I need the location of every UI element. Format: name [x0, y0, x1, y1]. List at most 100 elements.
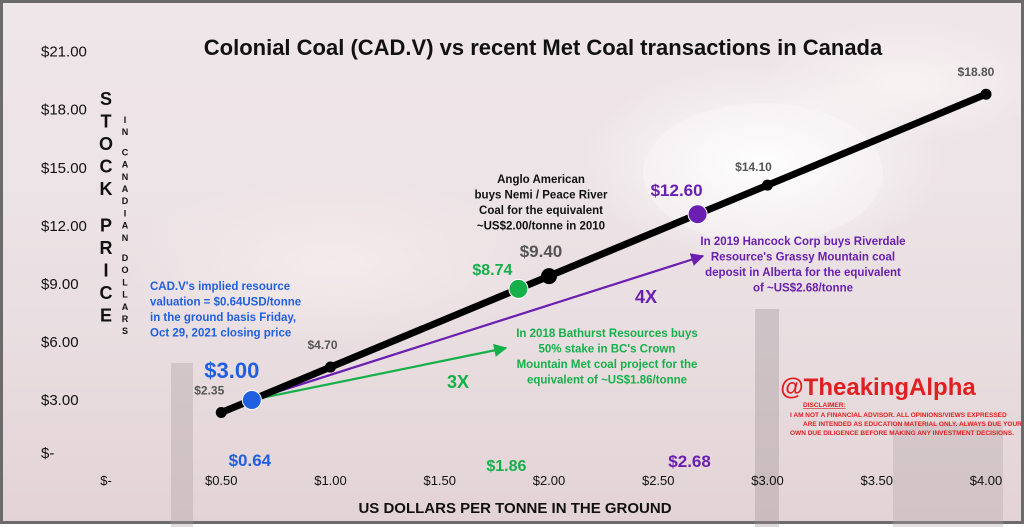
- highlight-point: [241, 389, 262, 410]
- point-value-label: $4.70: [307, 338, 337, 352]
- y-tick-label: $18.00: [41, 102, 87, 119]
- multiple-3x-label: 3X: [447, 372, 469, 392]
- annotation-hancock-line: In 2019 Hancock Corp buys Riverdale: [700, 236, 905, 248]
- y-axis-label-letter: L: [122, 277, 128, 287]
- highlight-point: [687, 204, 708, 225]
- point-value-label: $2.35: [194, 384, 224, 398]
- data-point: [325, 361, 336, 373]
- x-axis-label: US DOLLARS PER TONNE IN THE GROUND: [358, 500, 671, 517]
- annotation-anglo-line: Anglo American: [497, 174, 585, 186]
- smokestack-left: [171, 363, 193, 527]
- y-axis-label-letter: I: [124, 115, 127, 125]
- y-axis-label-letter: C: [100, 283, 113, 303]
- data-point: [762, 179, 773, 191]
- y-axis-label-letter: S: [122, 326, 128, 336]
- y-axis-label-letter: L: [122, 290, 128, 300]
- annotation-bathurst-line: In 2018 Bathurst Resources buys: [516, 328, 698, 340]
- annotation-cad-line: CAD.V's implied resource: [150, 281, 290, 293]
- highlight-x-label: $1.86: [486, 458, 526, 475]
- annotation-cad-line: valuation = $0.64USD/tonne: [150, 297, 301, 309]
- point-value-label: $14.10: [735, 160, 772, 174]
- annotation-notes: CAD.V's implied resource valuation = $0.6…: [150, 174, 906, 387]
- highlight-price-label: $12.60: [651, 181, 703, 200]
- x-tick-label: $2.00: [533, 473, 566, 488]
- highlight-price-label: $3.00: [204, 358, 259, 383]
- y-axis-label-letter: P: [100, 216, 112, 236]
- y-axis-label-letter: K: [100, 179, 113, 199]
- x-tick-label: $-: [100, 473, 112, 488]
- y-axis-label-letter: R: [122, 314, 129, 324]
- annotation-cad-line: in the ground basis Friday,: [150, 312, 296, 324]
- comparison-arrows: 3X 4X: [251, 253, 705, 402]
- disclaimer-line: OWN DUE DILIGENCE BEFORE MAKING ANY INVE…: [790, 430, 1014, 437]
- annotation-anglo-line: Coal for the equivalent: [479, 205, 603, 217]
- data-markers: [215, 88, 992, 419]
- y-axis-label-letter: C: [122, 147, 129, 157]
- multiple-4x-label: 4X: [635, 287, 657, 307]
- data-point: [980, 88, 992, 100]
- series-line: [217, 90, 990, 416]
- y-tick-label: $-: [41, 445, 54, 462]
- y-axis-label-letter: D: [122, 253, 129, 263]
- arrow-3x: [251, 343, 508, 402]
- y-axis-label-letter: T: [101, 112, 112, 132]
- disclaimer-line: I AM NOT A FINANCIAL ADVISOR. ALL OPINIO…: [790, 412, 1007, 419]
- data-point: [541, 268, 557, 285]
- x-axis-ticks: $- $0.50 $1.00 $1.50 $2.00 $2.50 $3.00 $3.50 $4.…: [100, 473, 1002, 488]
- y-axis-label-letter: E: [100, 306, 112, 326]
- chart-title: Colonial Coal (CAD.V) vs recent Met Coal…: [204, 35, 883, 60]
- annotation-hancock-line: of ~US$2.68/tonne: [753, 283, 853, 295]
- y-axis-label-letter: A: [122, 221, 129, 231]
- y-axis-label-letter: D: [122, 196, 129, 206]
- annotation-bathurst-line: 50% stake in BC's Crown: [539, 344, 676, 356]
- highlight-price-label: $8.74: [472, 262, 512, 279]
- y-tick-label: $3.00: [41, 392, 79, 409]
- y-axis-label-letter: R: [100, 238, 113, 258]
- y-tick-label: $12.00: [41, 218, 87, 235]
- annotation-bathurst-line: Mountain Met coal project for the: [517, 359, 698, 371]
- highlight-price-label: $9.40: [520, 242, 563, 261]
- x-tick-label: $2.50: [642, 473, 675, 488]
- highlight-x-label: $0.64: [229, 451, 272, 470]
- annotation-hancock-line: deposit in Alberta for the equivalent: [705, 267, 901, 279]
- disclaimer-text: I AM NOT A FINANCIAL ADVISOR. ALL OPINIO…: [790, 412, 1022, 437]
- annotation-cad-line: Oct 29, 2021 closing price: [150, 328, 291, 340]
- x-tick-label: $3.50: [860, 473, 893, 488]
- y-axis-label-letter: O: [121, 265, 128, 275]
- y-axis-label-letter: A: [122, 184, 129, 194]
- data-point: [215, 407, 227, 419]
- building-block: [893, 423, 1003, 527]
- highlight-x-label: $2.68: [668, 452, 711, 471]
- series-path: [217, 90, 990, 416]
- arrow-4x: [251, 253, 705, 401]
- y-axis-label-letter: A: [122, 160, 129, 170]
- y-axis-label-letter: N: [122, 127, 129, 137]
- y-axis-label-letter: I: [103, 261, 108, 281]
- y-tick-label: $21.00: [41, 44, 87, 61]
- brand-handle: @TheakingAlpha: [780, 374, 976, 401]
- y-tick-label: $6.00: [41, 334, 79, 351]
- y-axis-label-letter: O: [99, 134, 113, 154]
- annotation-anglo-line: ~US$2.00/tonne in 2010: [477, 221, 605, 233]
- smokestack-right: [755, 309, 779, 527]
- y-axis-label-letter: C: [100, 157, 113, 177]
- x-tick-label: $0.50: [205, 473, 238, 488]
- y-axis-label-letter: I: [124, 208, 127, 218]
- y-axis-label-letter: N: [122, 172, 129, 182]
- x-tick-label: $1.50: [423, 473, 456, 488]
- x-tick-label: $4.00: [970, 473, 1003, 488]
- y-axis-label-letter: A: [122, 302, 129, 312]
- y-axis-ticks: $- $3.00 $6.00 $9.00 $12.00 $15.00 $18.00 $21.0…: [41, 44, 87, 462]
- annotation-bathurst-line: equivalent of ~US$1.86/tonne: [527, 375, 687, 387]
- y-axis-label-letter: S: [100, 89, 112, 109]
- chart-canvas: Colonial Coal (CAD.V) vs recent Met Coal…: [41, 35, 1022, 527]
- y-tick-label: $15.00: [41, 160, 87, 177]
- disclaimer-title: DISCLAIMER:: [803, 402, 846, 409]
- y-axis-label-letter: N: [122, 233, 129, 243]
- point-value-labels: $2.35 $4.70 $14.10 $18.80: [194, 65, 994, 397]
- x-tick-label: $3.00: [751, 473, 784, 488]
- y-tick-label: $9.00: [41, 276, 79, 293]
- highlight-labels: $3.00 $0.64 $8.74 $1.86 $9.40 $12.60 $2.68: [204, 181, 711, 475]
